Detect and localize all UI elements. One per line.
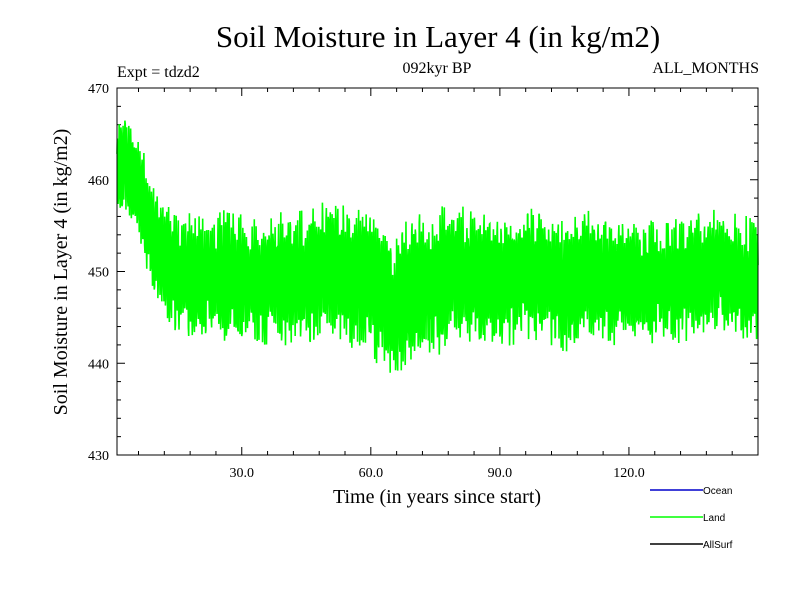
y-tick-label: 460 [88, 174, 109, 189]
chart-subtitle: 092kyr BP [403, 60, 472, 77]
experiment-label: Expt = tdzd2 [117, 64, 200, 81]
plot-frame [116, 87, 759, 456]
legend-item-allsurf: AllSurf [650, 540, 733, 551]
x-axis-label: Time (in years since start) [333, 486, 541, 508]
y-tick-labels: 430 440 450 460 470 [88, 82, 109, 464]
x-tick-label: 60.0 [359, 466, 384, 481]
y-tick-label: 450 [88, 266, 109, 281]
axis-ticks [117, 87, 758, 456]
legend-item-land: Land [650, 513, 725, 524]
y-axis-label: Soil Moisture in Layer 4 (in kg/m2) [50, 129, 72, 416]
series-layer [116, 120, 759, 373]
legend-label: Ocean [703, 486, 732, 497]
chart-title: Soil Moisture in Layer 4 (in kg/m2) [216, 19, 660, 54]
legend-label: AllSurf [703, 540, 733, 551]
y-tick-label: 440 [88, 357, 109, 372]
y-tick-label: 470 [88, 82, 109, 97]
legend: Ocean Land AllSurf [650, 486, 733, 551]
x-tick-labels: 30.0 60.0 90.0 120.0 [230, 466, 645, 481]
legend-item-ocean: Ocean [650, 486, 732, 497]
y-tick-label: 430 [88, 449, 109, 464]
x-tick-label: 120.0 [613, 466, 645, 481]
x-tick-label: 90.0 [488, 466, 513, 481]
period-label: ALL_MONTHS [652, 60, 759, 77]
legend-label: Land [703, 513, 725, 524]
x-tick-label: 30.0 [230, 466, 255, 481]
series-line-land [116, 120, 759, 373]
